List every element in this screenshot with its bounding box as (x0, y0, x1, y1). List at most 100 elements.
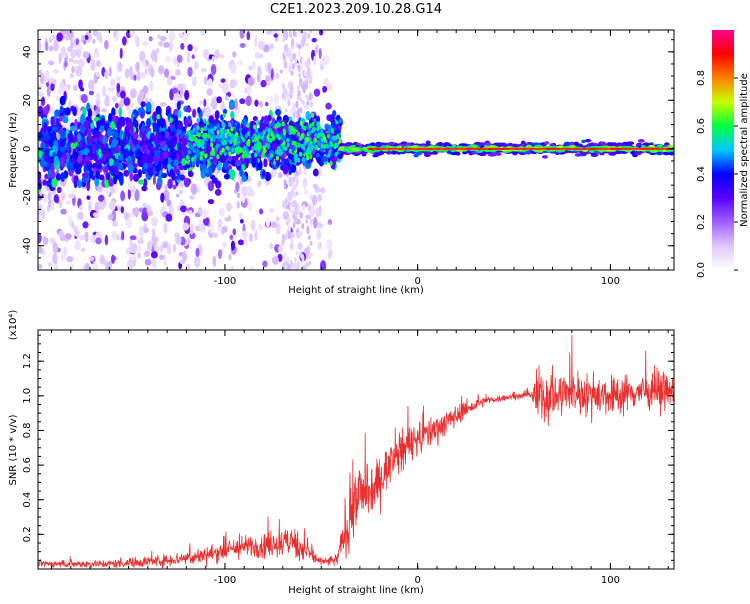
spectrogram-cell (137, 239, 144, 245)
spectrogram-cell (129, 243, 136, 254)
spectrogram-cell (287, 153, 294, 160)
spectrogram-y-tick-label: 0 (22, 146, 33, 152)
spectrogram-cell (216, 154, 220, 160)
spectrogram-cell (76, 133, 82, 142)
spectrogram-cell (180, 87, 184, 99)
spectrogram-cell (200, 30, 206, 37)
spectrogram-cell (301, 157, 305, 163)
spectrogram-cell (322, 156, 328, 162)
spectrogram-cell (205, 210, 210, 216)
spectrogram-cell (201, 151, 205, 157)
spectrogram-cell (172, 242, 177, 253)
spectrogram-cell (193, 47, 198, 52)
spectrogram-cell (306, 100, 310, 106)
spectrogram-cell (137, 245, 142, 252)
spectrogram-cell (316, 152, 320, 158)
spectrogram-cell (327, 250, 332, 260)
spectrogram-cell (84, 262, 90, 270)
spectrogram-cell (108, 113, 113, 123)
spectrogram-cell (81, 34, 86, 41)
spectrogram-cell (237, 137, 241, 143)
spectrogram-cell (52, 253, 58, 264)
spectrogram-cell (239, 30, 245, 40)
spectrogram-cell (138, 225, 144, 238)
spectrogram-cell (310, 101, 314, 108)
spectrogram-cell (284, 60, 288, 70)
spectrogram-cell (281, 93, 285, 100)
spectrogram-cell (160, 192, 165, 203)
spectrogram-cell (325, 238, 333, 250)
spectrogram-cell (309, 252, 313, 259)
spectrogram-cell (203, 118, 207, 124)
spectrogram-cell (274, 108, 282, 116)
spectrogram-cell (214, 188, 222, 196)
spectrogram-cell (416, 151, 421, 155)
spectrogram-cell (91, 144, 97, 153)
spectrogram-cell (432, 151, 438, 155)
spectrogram-cell (287, 91, 291, 101)
spectrogram-cell (133, 74, 137, 81)
spectrogram-cell (301, 39, 305, 46)
spectrogram-cell (124, 68, 130, 79)
spectrogram-cell (99, 117, 106, 126)
spectrogram-cell (281, 234, 285, 241)
spectrogram-cell (269, 208, 275, 213)
spectrogram-cell (98, 148, 102, 159)
spectrogram-cell (306, 148, 310, 154)
spectrogram-cell (327, 124, 331, 130)
spectrogram-cell (297, 142, 301, 148)
spectrogram-cell (255, 127, 259, 133)
spectrogram-cell (238, 127, 243, 133)
spectrogram-cell (320, 64, 324, 71)
spectrogram-cell (298, 262, 302, 270)
spectrogram-cell (115, 76, 122, 83)
spectrogram-cell (74, 240, 81, 251)
spectrogram-cell (180, 42, 185, 50)
spectrogram-cell (584, 138, 592, 143)
spectrogram-cell (112, 161, 118, 168)
colorbar-ticks: 0.00.20.40.60.8 (696, 70, 738, 278)
spectrogram-cell (225, 95, 229, 101)
spectrogram-cell (158, 65, 165, 75)
spectrogram-cell (143, 178, 148, 188)
spectrogram-cell (80, 136, 86, 144)
spectrogram-cell (222, 134, 226, 140)
spectrogram-cell (277, 245, 283, 253)
spectrogram-cell (267, 143, 271, 149)
spectrogram-cell (127, 163, 134, 174)
spectrogram-cell (197, 106, 201, 114)
spectrogram-cell (257, 146, 261, 152)
spectrogram-cell (223, 173, 231, 180)
spectrogram-cell (301, 254, 305, 264)
spectrogram-cell (178, 147, 182, 156)
snr-y-axis: 0.20.40.60.81.01.2 (22, 334, 674, 570)
spectrogram-cell (292, 185, 296, 192)
spectrogram-cell (129, 235, 137, 241)
spectrogram-cell (66, 255, 74, 263)
spectrogram-cell (152, 124, 158, 132)
spectrogram-cell (254, 51, 261, 59)
spectrogram-cell (293, 200, 297, 205)
spectrogram-cell (254, 152, 258, 158)
spectrogram-cell (298, 168, 302, 176)
spectrogram-cell (296, 107, 300, 117)
spectrogram-cell (312, 168, 319, 177)
spectrogram-cell (72, 150, 79, 161)
spectrogram-cell (291, 140, 295, 146)
spectrogram-cell (49, 237, 56, 245)
spectrogram-cell (70, 39, 74, 49)
spectrogram-cell (80, 94, 88, 104)
spectrogram-cell (186, 263, 191, 270)
spectrogram-cell (60, 156, 65, 168)
spectrogram-cell (264, 101, 269, 107)
spectrogram-cell (507, 142, 514, 147)
spectrogram-cell (277, 135, 281, 141)
spectrogram-cell (64, 60, 68, 68)
spectrogram-cell (209, 222, 214, 234)
spectrogram-cell (598, 149, 606, 153)
spectrogram-cell (258, 223, 263, 231)
spectrogram-cell (222, 113, 226, 119)
spectrogram-cell (301, 223, 305, 230)
spectrogram-cell (256, 120, 260, 126)
spectrogram-cell (299, 211, 303, 220)
